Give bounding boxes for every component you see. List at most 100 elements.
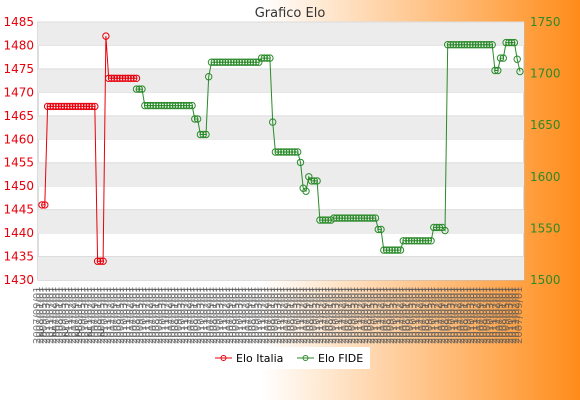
x-tick-label: 2011/07/01 bbox=[469, 286, 480, 344]
data-point bbox=[124, 74, 132, 83]
grid-band bbox=[38, 68, 524, 93]
x-tick-label: 2009/05/01 bbox=[328, 286, 339, 344]
x-tick-label: 2010/03/01 bbox=[447, 286, 458, 344]
data-point bbox=[180, 101, 188, 110]
data-point bbox=[277, 148, 285, 156]
data-point bbox=[166, 101, 174, 110]
data-point bbox=[385, 246, 394, 254]
x-tick-label: 2010/03/01 bbox=[215, 286, 226, 344]
data-point bbox=[68, 102, 77, 111]
x-tick-label: 2012/02/01 bbox=[279, 286, 290, 344]
data-point bbox=[118, 74, 127, 83]
y-left-tick-label: 1475 bbox=[3, 62, 34, 76]
x-tick-label: 2007/09/01 bbox=[51, 286, 62, 344]
data-point bbox=[252, 58, 260, 66]
x-tick-label: 2010/03/01 bbox=[312, 286, 323, 344]
grid-band bbox=[38, 209, 524, 234]
x-tick-label: 2008/01/01 bbox=[363, 286, 374, 344]
x-tick-label: 2008/01/01 bbox=[498, 286, 509, 344]
x-tick-label: 2008/01/01 bbox=[459, 286, 470, 344]
x-tick-label: 2007/09/01 bbox=[302, 286, 313, 344]
x-tick-label: 2012/02/01 bbox=[106, 286, 117, 344]
x-tick-label: 2007/09/01 bbox=[418, 286, 429, 344]
x-tick-label: 2008/01/01 bbox=[54, 286, 65, 344]
data-point bbox=[388, 246, 396, 254]
data-point bbox=[71, 102, 80, 111]
x-tick-label: 2012/02/01 bbox=[48, 286, 59, 344]
data-point bbox=[138, 85, 146, 93]
data-point bbox=[460, 41, 469, 49]
data-point bbox=[410, 237, 419, 245]
data-point bbox=[502, 38, 510, 47]
x-tick-label: 2007/09/01 bbox=[321, 286, 332, 344]
data-point bbox=[483, 41, 491, 49]
legend-marker-elo-italia bbox=[220, 355, 227, 361]
legend[interactable]: Elo Italia Elo FIDE bbox=[210, 347, 370, 369]
x-tick-label: 2012/02/01 bbox=[202, 286, 213, 344]
data-point bbox=[363, 214, 371, 222]
x-tick-label: 2012/02/01 bbox=[511, 286, 522, 344]
data-point bbox=[221, 58, 230, 66]
x-tick-label: 2007/09/01 bbox=[398, 286, 409, 344]
x-tick-label: 2007/09/01 bbox=[244, 286, 255, 344]
x-tick-label: 2007/09/01 bbox=[186, 286, 197, 344]
data-point bbox=[296, 158, 305, 167]
x-tick-label: 2008/01/01 bbox=[479, 286, 490, 344]
data-point bbox=[274, 148, 282, 156]
data-point bbox=[452, 41, 460, 49]
y-left-tick-label: 1435 bbox=[3, 250, 34, 264]
x-tick-label: 2012/02/01 bbox=[144, 286, 155, 344]
data-point bbox=[110, 74, 119, 83]
x-tick-label: 2011/07/01 bbox=[103, 286, 114, 344]
x-tick-label: 2007/09/01 bbox=[167, 286, 178, 344]
x-tick-label: 2012/02/01 bbox=[87, 286, 98, 344]
data-point bbox=[41, 201, 49, 209]
data-point bbox=[57, 102, 66, 111]
data-point bbox=[227, 58, 235, 66]
data-point bbox=[246, 58, 255, 66]
data-point bbox=[430, 223, 438, 232]
data-point bbox=[163, 101, 171, 110]
x-tick-label: 2011/07/01 bbox=[238, 286, 249, 344]
data-point bbox=[80, 102, 88, 111]
data-point bbox=[46, 102, 54, 111]
x-tick-label: 2008/01/01 bbox=[324, 286, 335, 344]
data-point bbox=[113, 74, 121, 83]
series-elo-italia bbox=[38, 32, 141, 265]
data-point bbox=[230, 58, 238, 66]
data-point bbox=[141, 101, 149, 110]
x-tick-label: 2010/03/01 bbox=[61, 286, 72, 344]
x-tick-label: 2009/05/01 bbox=[116, 286, 127, 344]
data-point bbox=[463, 41, 471, 49]
data-point bbox=[466, 41, 474, 49]
x-tick-label: 2010/03/01 bbox=[196, 286, 207, 344]
data-point bbox=[449, 41, 457, 49]
x-tick-label: 2008/01/01 bbox=[35, 286, 46, 344]
x-tick-label: 2011/07/01 bbox=[295, 286, 306, 344]
chart-title: Grafico Elo bbox=[255, 6, 326, 21]
x-tick-label: 2009/05/01 bbox=[424, 286, 435, 344]
x-tick-label: 2008/01/01 bbox=[74, 286, 85, 344]
data-point bbox=[185, 101, 194, 110]
x-tick-label: 2012/02/01 bbox=[67, 286, 78, 344]
x-tick-label: 2012/02/01 bbox=[414, 286, 425, 344]
data-point bbox=[396, 246, 405, 254]
legend-marker-elo-fide bbox=[302, 355, 309, 361]
data-point bbox=[313, 177, 321, 185]
data-point bbox=[302, 187, 310, 195]
x-tick-label: 2010/03/01 bbox=[138, 286, 149, 344]
series-layer bbox=[38, 32, 524, 265]
x-tick-visible-label: 2 bbox=[75, 328, 81, 339]
x-tick-label: 2009/05/01 bbox=[231, 286, 242, 344]
data-point bbox=[510, 38, 519, 47]
data-point bbox=[355, 214, 363, 222]
x-tick-visible-label: 2 bbox=[63, 328, 69, 339]
x-tick-label: 2012/02/01 bbox=[222, 286, 233, 344]
data-point bbox=[310, 177, 318, 185]
data-point bbox=[43, 102, 52, 111]
data-point bbox=[374, 225, 382, 234]
data-point bbox=[382, 246, 391, 254]
x-tick-label: 2010/03/01 bbox=[504, 286, 515, 344]
data-point bbox=[471, 41, 480, 49]
data-point bbox=[380, 246, 388, 254]
